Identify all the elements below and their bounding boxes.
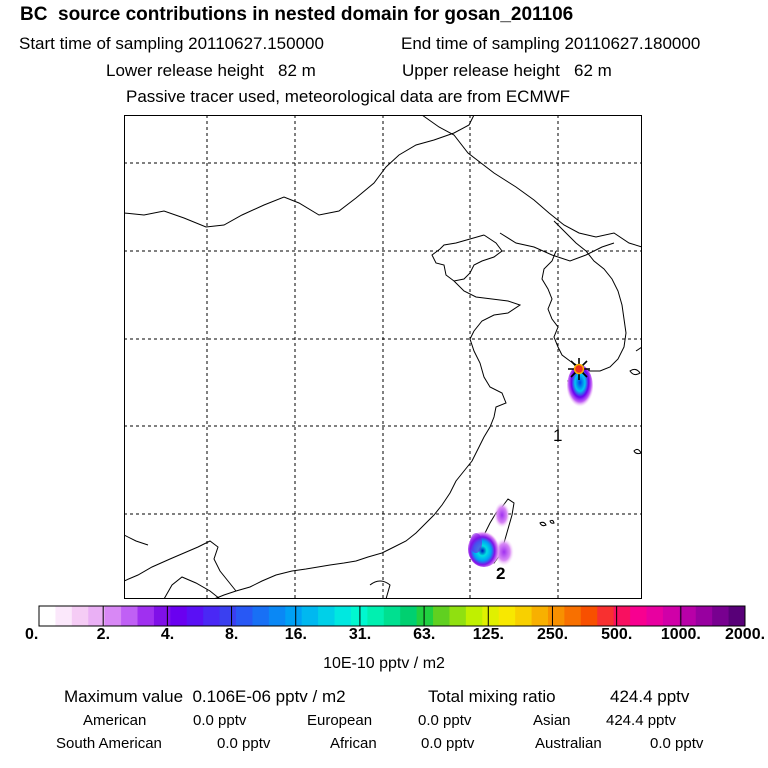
coastlines xyxy=(124,115,642,599)
colorbar xyxy=(38,605,746,627)
colorbar-tick-label: 4. xyxy=(160,626,175,643)
colorbar-swatch xyxy=(580,606,598,626)
colorbar-swatch xyxy=(728,606,746,626)
lower-release-height: Lower release height 82 m xyxy=(106,61,316,80)
colorbar-swatch xyxy=(515,606,533,626)
australian-value: 0.0 pptv xyxy=(650,735,704,752)
colorbar-swatch xyxy=(400,606,418,626)
colorbar-swatch xyxy=(695,606,713,626)
asian-label: Asian xyxy=(533,712,571,729)
colorbar-swatch xyxy=(367,606,385,626)
colorbar-swatch xyxy=(465,606,483,626)
colorbar-swatch xyxy=(597,606,615,626)
colorbar-border xyxy=(38,605,746,627)
colorbar-swatch xyxy=(121,606,139,626)
total-mixing-label: Total mixing ratio xyxy=(428,687,556,706)
colorbar-swatch xyxy=(170,606,188,626)
colorbar-swatch xyxy=(334,606,352,626)
colorbar-swatch xyxy=(104,606,122,626)
receptor-star-icon xyxy=(568,358,590,380)
colorbar-swatch xyxy=(433,606,450,626)
plot-title: BC source contributions in nested domain… xyxy=(20,4,574,25)
colorbar-units: 10E-10 pptv / m2 xyxy=(323,655,445,672)
upper-release-height: Upper release height 62 m xyxy=(402,61,612,80)
colorbar-tick-label: 31. xyxy=(348,626,372,643)
colorbar-swatch xyxy=(416,606,434,626)
colorbar-swatch xyxy=(679,606,697,626)
maximum-value: Maximum value 0.106E-06 pptv / m2 xyxy=(64,687,346,706)
colorbar-swatch xyxy=(531,606,549,626)
tracer-info: Passive tracer used, meteorological data… xyxy=(126,87,571,106)
colorbar-tick-label: 125. xyxy=(472,626,504,643)
colorbar-tick-label: 250. xyxy=(536,626,569,643)
colorbar-swatch xyxy=(498,606,516,626)
asian-value: 424.4 pptv xyxy=(606,712,677,729)
south-american-label: South American xyxy=(56,735,162,752)
south-american-value: 0.0 pptv xyxy=(217,735,271,752)
colorbar-swatch xyxy=(318,606,336,626)
colorbar-swatch xyxy=(39,606,56,626)
australian-label: Australian xyxy=(535,735,602,752)
european-label: European xyxy=(307,712,373,729)
colorbar-swatch xyxy=(236,606,253,626)
colorbar-swatch xyxy=(449,606,467,626)
colorbar-swatch xyxy=(301,606,319,626)
colorbar-swatch xyxy=(55,606,73,626)
colorbar-tick-label: 8. xyxy=(225,626,239,643)
african-label: African xyxy=(330,735,377,752)
colorbar-swatch xyxy=(662,606,680,626)
colorbar-swatch xyxy=(482,606,500,626)
colorbar-swatch xyxy=(203,606,221,626)
african-value: 0.0 pptv xyxy=(421,735,475,752)
colorbar-swatch xyxy=(712,606,730,626)
colorbar-swatch xyxy=(547,606,565,626)
colorbar-swatch xyxy=(285,606,303,626)
plume-taiwan xyxy=(468,502,514,567)
colorbar-swatch xyxy=(252,606,270,626)
colorbar-tick-label: 1000. xyxy=(660,626,701,643)
start-time: Start time of sampling 20110627.150000 xyxy=(19,34,324,53)
colorbar-tick-label: 63. xyxy=(413,626,436,643)
colorbar-tick-label: 500. xyxy=(601,626,633,643)
colorbar-swatch xyxy=(88,606,106,626)
cluster-label-1: 1 xyxy=(553,426,562,445)
colorbar-swatch xyxy=(137,606,155,626)
colorbar-tick-label: 2. xyxy=(96,626,111,643)
colorbar-swatch xyxy=(219,606,237,626)
colorbar-swatch xyxy=(383,606,401,626)
colorbar-swatch xyxy=(564,606,582,626)
lat-lon-grid xyxy=(124,115,642,599)
colorbar-swatch xyxy=(153,606,171,626)
colorbar-tick-label: 0. xyxy=(25,626,39,643)
colorbar-swatch xyxy=(630,606,647,626)
map-panel: 1 2 xyxy=(124,115,642,599)
colorbar-swatch xyxy=(613,606,631,626)
end-time: End time of sampling 20110627.180000 xyxy=(401,34,701,53)
european-value: 0.0 pptv xyxy=(418,712,472,729)
colorbar-tick-label: 2000. xyxy=(725,626,766,643)
colorbar-tick-labels: 0. 2. 4. 8. 16. 31. 63. 125. 250. 500. 1000. 2000. xyxy=(0,626,768,646)
cluster-label-2: 2 xyxy=(496,564,505,583)
total-mixing-value: 424.4 pptv xyxy=(610,687,690,706)
american-value: 0.0 pptv xyxy=(193,712,247,729)
american-label: American xyxy=(83,712,147,729)
colorbar-swatch xyxy=(646,606,664,626)
colorbar-swatch xyxy=(186,606,204,626)
colorbar-swatch xyxy=(268,606,286,626)
colorbar-tick-label: 16. xyxy=(284,626,307,643)
colorbar-swatch xyxy=(71,606,89,626)
